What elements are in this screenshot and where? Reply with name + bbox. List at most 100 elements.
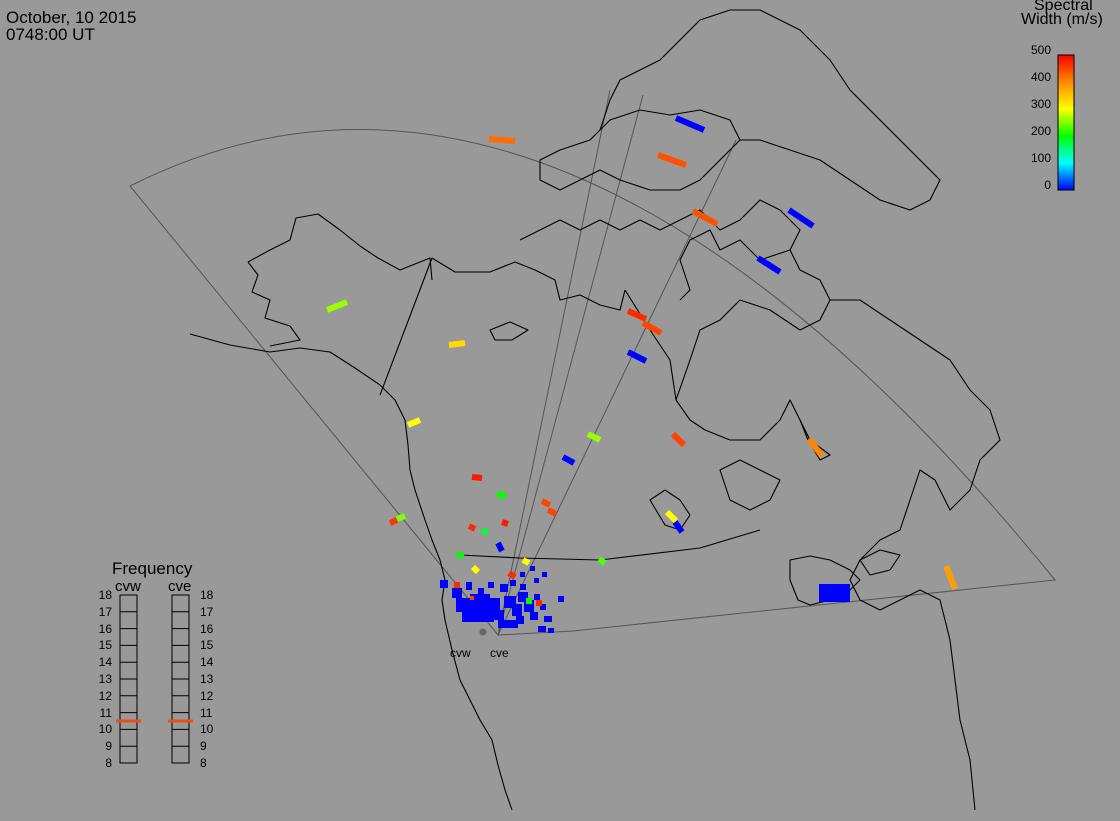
frequency-tick-label: 8: [200, 756, 207, 770]
frequency-title: Frequency: [112, 559, 193, 578]
field-of-view: [129, 89, 1056, 636]
echo-cell: [524, 600, 534, 612]
echo-cell: [494, 610, 504, 620]
echo-cell: [548, 628, 554, 633]
echo-cell: [388, 517, 399, 526]
echo-cell: [395, 513, 407, 522]
echo-cell: [488, 582, 494, 588]
echo-cell: [495, 541, 505, 553]
echo-cell: [674, 115, 706, 133]
echo-cell: [325, 299, 349, 313]
echo-cell: [691, 208, 719, 227]
echo-cell: [500, 584, 508, 592]
echo-cell: [530, 612, 538, 620]
echo-cell: [507, 570, 517, 580]
echo-cell: [626, 308, 648, 322]
echo-cell: [756, 255, 782, 275]
echo-cell: [534, 594, 540, 600]
echo-cell: [454, 582, 460, 588]
echo-cell: [448, 340, 466, 348]
echo-cell: [455, 550, 465, 560]
coastlines: [189, 9, 1001, 811]
echo-cell: [496, 491, 507, 499]
radar-site-marker: [479, 628, 487, 636]
frequency-tick-label: 16: [200, 621, 214, 636]
colorbar-tick: 300: [1030, 97, 1051, 111]
colorbar: [1057, 54, 1075, 191]
echo-cell: [806, 437, 825, 458]
frequency-tick-label: 9: [200, 739, 207, 754]
time-label: 0748:00 UT: [6, 25, 95, 44]
frequency-radar-label: cvw: [115, 578, 141, 595]
echo-cell: [586, 431, 602, 443]
echo-cell: [670, 431, 687, 448]
frequency-tick-label: 17: [98, 604, 112, 619]
echo-cell: [626, 349, 648, 364]
frequency-tick-label: 14: [200, 655, 214, 670]
echo-cell: [452, 588, 462, 598]
echo-cell: [597, 556, 607, 566]
echo-cell: [521, 557, 531, 566]
echo-cell: [488, 598, 500, 612]
echo-cell: [520, 572, 525, 577]
echo-cell: [510, 580, 516, 586]
echo-cell: [498, 620, 512, 628]
echo-cell: [440, 580, 448, 588]
echo-cell: [534, 578, 539, 583]
frequency-tick-label: 18: [200, 588, 214, 602]
echo-cell: [558, 596, 564, 602]
echo-cell: [466, 582, 472, 590]
echo-cell: [561, 454, 576, 466]
echo-cell: [542, 572, 547, 577]
frequency-tick-label: 16: [98, 621, 112, 636]
site-label: cve: [490, 646, 509, 660]
echo-cell: [520, 584, 526, 590]
echo-layer: [325, 115, 958, 602]
echo-cell: [467, 523, 477, 532]
echo-cell: [641, 320, 663, 336]
colorbar-tick: 0: [1044, 178, 1051, 192]
frequency-tick-label: 10: [200, 722, 214, 737]
echo-cell: [518, 592, 528, 602]
colorbar-tick: 200: [1030, 124, 1051, 138]
echo-cell: [538, 626, 546, 632]
echo-cell: [787, 207, 815, 229]
frequency-boxes: [116, 594, 193, 764]
echo-cell: [406, 417, 422, 428]
echo-cell: [478, 588, 484, 594]
date-label: October, 10 2015: [6, 8, 137, 27]
echo-cell: [516, 616, 524, 624]
echo-cell: [512, 604, 522, 616]
echo-cell: [540, 604, 546, 610]
echo-cell: [943, 564, 958, 591]
colorbar-tick: 100: [1030, 151, 1051, 165]
echo-cell: [470, 564, 481, 575]
echo-cell: [488, 136, 516, 144]
frequency-tick-label: 15: [200, 638, 214, 653]
colorbar-title: Spectral: [1034, 0, 1093, 14]
echo-cell: [470, 596, 474, 600]
frequency-tick-label: 8: [105, 756, 112, 770]
echo-cell: [540, 498, 552, 508]
frequency-tick-label: 12: [98, 688, 112, 703]
frequency-tick-label: 13: [200, 672, 214, 686]
echo-cell: [480, 527, 490, 536]
echo-cell: [471, 474, 483, 481]
echo-cluster: [440, 566, 564, 633]
echo-cell: [656, 152, 688, 168]
site-label: cvw: [450, 646, 471, 660]
echo-cell: [526, 598, 532, 604]
colorbar-subtitle: Width (m/s): [1021, 11, 1103, 28]
colorbar-tick: 500: [1030, 43, 1051, 57]
frequency-tick-label: 11: [99, 705, 112, 720]
frequency-tick-label: 10: [98, 722, 112, 737]
echo-cell: [501, 519, 509, 527]
echo-cell: [664, 509, 679, 524]
echo-cell: [508, 620, 518, 628]
echo-cell: [530, 566, 535, 571]
frequency-radar-label: cve: [168, 578, 192, 595]
frequency-tick-label: 9: [105, 739, 112, 754]
frequency-tick-label: 17: [200, 604, 214, 619]
